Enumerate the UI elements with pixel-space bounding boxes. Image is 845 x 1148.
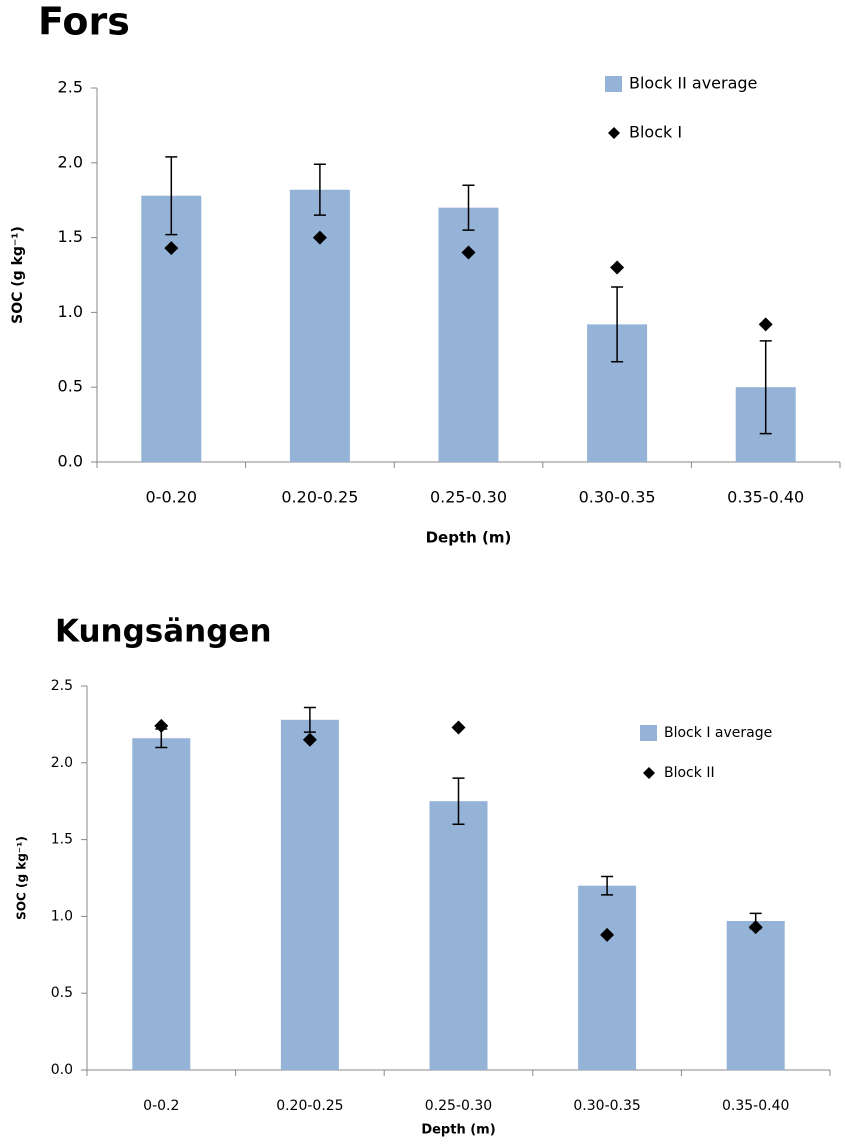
chart-title: Fors [38,0,130,44]
marker [461,245,476,260]
y-tick-label: 1.0 [58,302,83,321]
bar [132,738,191,1070]
legend-marker [608,127,620,139]
x-axis-label: Depth (m) [426,529,512,547]
marker [748,920,763,935]
legend-swatch [640,725,657,741]
x-tick-label: 0.30-0.35 [579,488,656,507]
y-axis-label: SOC (g kg⁻¹) [10,226,26,324]
marker [758,317,773,332]
y-tick-label: 2.0 [51,755,73,771]
marker [164,241,179,256]
y-tick-label: 2.5 [51,678,73,694]
bar [578,885,637,1070]
x-axis-label: Depth (m) [421,1123,495,1138]
marker [610,260,625,275]
x-tick-label: 0.35-0.40 [722,1098,789,1114]
y-tick-label: 0.0 [58,452,83,471]
x-tick-label: 0-0.20 [146,488,198,507]
x-tick-label: 0.20-0.25 [281,488,358,507]
marker [302,732,317,747]
y-tick-label: 0.5 [51,985,73,1001]
marker [600,927,615,942]
marker [312,230,327,245]
error-bar [303,706,316,733]
bar [280,719,339,1070]
chart-title: Kungsängen [55,614,272,650]
y-tick-label: 0.5 [58,377,83,396]
legend-label: Block I [629,123,682,142]
bar [726,921,785,1070]
x-tick-label: 0.35-0.40 [727,488,804,507]
y-tick-label: 2.5 [58,78,83,97]
x-tick-label: 0.25-0.30 [425,1098,492,1114]
y-tick-label: 1.5 [51,832,73,848]
y-tick-label: 0.0 [51,1062,73,1078]
marker [451,720,466,735]
legend-label: Block II [664,765,715,781]
legend-marker [643,767,655,779]
x-tick-label: 0-0.2 [143,1098,179,1114]
x-tick-label: 0.20-0.25 [276,1098,343,1114]
marker [154,718,169,733]
y-tick-label: 2.0 [58,152,83,171]
legend-swatch [605,76,622,92]
y-tick-label: 1.5 [58,227,83,246]
bar [289,189,350,462]
legend-label: Block II average [629,74,757,93]
y-tick-label: 1.0 [51,908,73,924]
x-tick-label: 0.30-0.35 [573,1098,640,1114]
error-bar [452,777,465,825]
error-bar [165,156,178,236]
error-bar [759,340,772,435]
bar [429,801,488,1070]
legend-label: Block I average [664,725,772,741]
bar [141,195,202,462]
error-bar [611,286,624,363]
error-bar [462,184,475,231]
error-bar [601,875,614,896]
y-axis-label: SOC (g kg⁻¹) [15,836,29,920]
x-tick-label: 0.25-0.30 [430,488,507,507]
error-bar [313,163,326,216]
